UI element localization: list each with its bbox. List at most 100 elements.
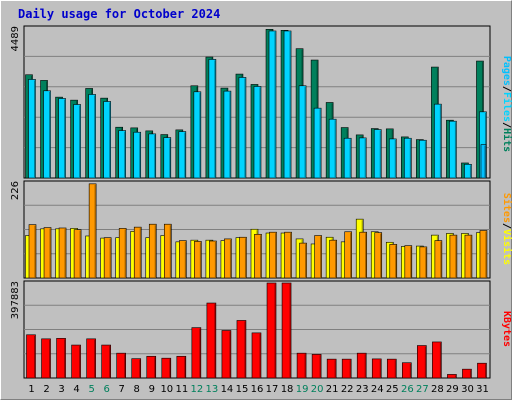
bar-files-16 <box>253 86 262 179</box>
x-tick-label: 22 <box>341 384 354 395</box>
bar-files-6 <box>103 101 111 179</box>
bar-files-8 <box>133 131 142 179</box>
bar-sites-13 <box>209 240 217 279</box>
bar-sites-21 <box>329 239 337 279</box>
legend-mid: Sites/Visits <box>501 193 512 265</box>
bar-kbytes-6 <box>101 344 111 379</box>
panel-hits-files <box>23 25 491 179</box>
bar-kbytes-29 <box>447 374 457 379</box>
bar-files-2 <box>43 90 51 179</box>
x-tick-label: 9 <box>149 384 155 395</box>
bar-files-4 <box>73 104 81 179</box>
bar-kbytes-14 <box>221 330 232 379</box>
bar-sites-10 <box>163 223 172 279</box>
x-tick-label: 20 <box>311 384 324 395</box>
x-tick-label: 11 <box>175 384 188 395</box>
bar-files-14 <box>223 90 232 179</box>
bar-sites-26 <box>404 245 413 279</box>
bar-kbytes-10 <box>161 357 172 379</box>
ymax-label-kbytes: 397883 <box>10 281 21 319</box>
bar-sites-14 <box>224 238 232 279</box>
bar-kbytes-3 <box>56 338 66 379</box>
bar-sites-12 <box>194 241 202 279</box>
x-tick-label: 7 <box>119 384 125 395</box>
bar-sites-5 <box>88 183 97 279</box>
bar-files-5 <box>88 94 96 179</box>
chart-title: Daily usage for October 2024 <box>18 7 221 21</box>
bar-kbytes-19 <box>296 352 307 379</box>
bar-kbytes-5 <box>86 338 96 379</box>
bar-kbytes-9 <box>146 355 157 379</box>
legend-sep-2: / <box>501 122 512 128</box>
bar-files-10 <box>163 137 172 179</box>
bar-kbytes-18 <box>281 282 292 379</box>
bar-sites-28 <box>434 240 443 279</box>
legend-pages: Pages <box>501 56 512 86</box>
x-tick-label: 1 <box>28 384 34 395</box>
bar-kbytes-23 <box>356 352 367 379</box>
bar-files-28 <box>434 103 442 179</box>
bar-files-13 <box>208 59 217 179</box>
bar-sites-11 <box>179 240 187 279</box>
legend-top: Pages/Files/Hits <box>501 56 512 152</box>
legend-bot: KBytes <box>501 311 512 347</box>
bar-files-1 <box>28 79 36 179</box>
panel-kbytes <box>23 280 491 379</box>
bar-sites-29 <box>449 234 458 279</box>
x-tick-label: 24 <box>371 384 384 395</box>
bar-files-23 <box>358 137 367 179</box>
bar-files-26 <box>404 137 412 179</box>
legend-visits: Visits <box>501 229 512 265</box>
x-tick-label: 31 <box>476 384 489 395</box>
bar-sites-9 <box>148 223 157 279</box>
x-tick-label: 15 <box>236 384 249 395</box>
bar-sites-31 <box>479 230 488 279</box>
ymax-label-visits-sites: 226 <box>10 181 21 200</box>
x-tick-label: 29 <box>446 384 459 395</box>
bar-sites-3 <box>58 227 67 279</box>
x-tick-label: 6 <box>103 384 109 395</box>
bar-files-25 <box>388 138 397 179</box>
x-tick-label: 21 <box>326 384 339 395</box>
bar-files-21 <box>328 118 337 179</box>
bar-sites-25 <box>389 244 398 279</box>
legend-files: Files <box>501 92 512 122</box>
x-tick-label: 25 <box>386 384 399 395</box>
bar-sites-2 <box>43 227 52 279</box>
legend-sites: Sites <box>501 193 512 223</box>
bar-kbytes-26 <box>402 362 412 379</box>
bar-kbytes-21 <box>326 358 337 379</box>
bar-sites-17 <box>269 231 277 279</box>
bar-files-18 <box>283 30 292 179</box>
bar-files-27 <box>419 139 427 179</box>
x-tick-label: 30 <box>461 384 474 395</box>
bar-kbytes-17 <box>266 282 277 379</box>
x-tick-label: 14 <box>221 384 234 395</box>
bar-sites-23 <box>359 231 368 279</box>
bar-kbytes-16 <box>251 332 262 379</box>
bar-sites-30 <box>464 234 473 279</box>
bar-kbytes-30 <box>462 368 472 379</box>
bar-kbytes-13 <box>206 302 217 379</box>
bar-kbytes-25 <box>386 358 397 379</box>
bar-kbytes-20 <box>311 354 322 379</box>
bar-files-30 <box>464 163 472 179</box>
bar-sites-7 <box>118 228 127 279</box>
legend-sep-3: / <box>501 223 512 229</box>
bar-files-22 <box>343 137 352 179</box>
ymax-label-hits-files: 4489 <box>10 26 21 51</box>
bar-sites-6 <box>103 237 112 279</box>
bar-sites-19 <box>299 242 307 279</box>
bar-files-29 <box>449 120 457 179</box>
bar-sites-1 <box>28 224 37 279</box>
x-tick-label: 5 <box>88 384 94 395</box>
bar-sites-8 <box>133 226 142 279</box>
bar-files-3 <box>58 98 66 179</box>
bar-kbytes-11 <box>176 355 187 379</box>
bar-kbytes-7 <box>116 352 126 379</box>
bar-files-24 <box>373 129 382 179</box>
x-tick-label: 26 <box>401 384 414 395</box>
bar-kbytes-24 <box>371 358 382 379</box>
bar-kbytes-2 <box>41 338 51 379</box>
bar-kbytes-22 <box>341 358 352 379</box>
